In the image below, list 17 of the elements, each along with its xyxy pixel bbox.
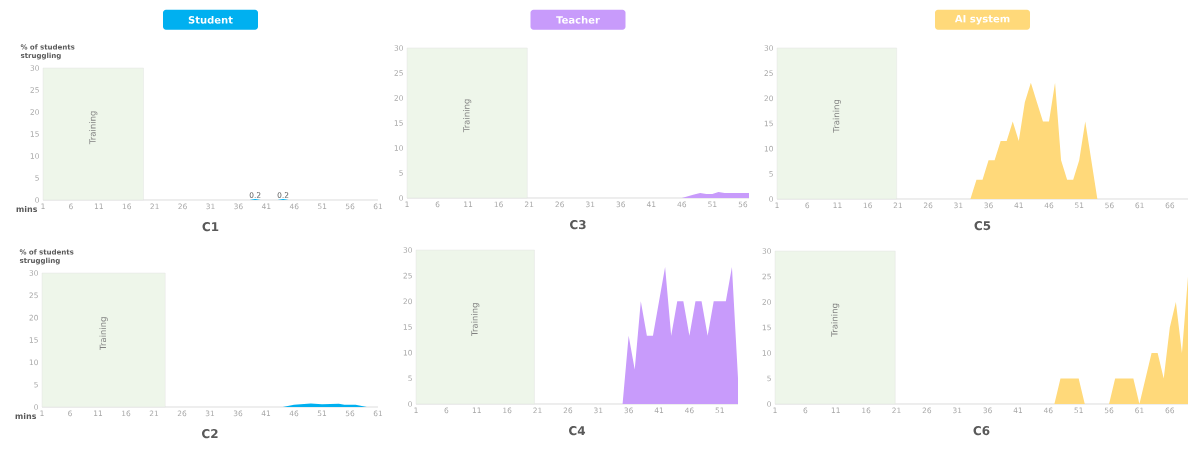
band-label: Training [471,303,480,337]
x-axis-title: C5 [974,221,991,231]
band-label: Training [463,99,472,133]
text: mins [16,205,38,213]
chart-title: Student [188,15,233,24]
band-label: Training [832,99,841,133]
band-label: Training [89,111,98,145]
x-axis-title: C1 [202,222,219,232]
x-axis-title: C2 [202,429,218,439]
x-axis-title: C3 [570,220,586,230]
chart-title: Teacher [556,15,600,24]
band-label: Training [99,317,108,351]
x-axis-title: C6 [973,426,990,436]
text: mins [15,412,37,420]
band-label: Training [831,303,840,337]
chart-title: AI system [954,15,1010,25]
x-axis-title: C4 [569,426,586,436]
